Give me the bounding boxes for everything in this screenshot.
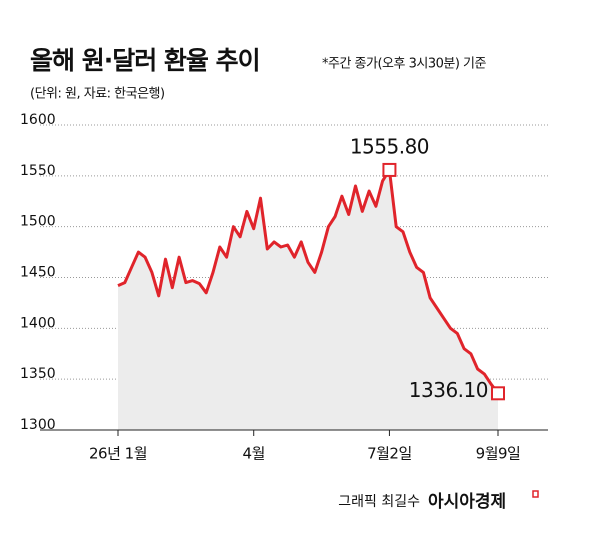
x-tick-label: 7월2일	[367, 445, 412, 463]
y-tick-label: 1500	[20, 214, 56, 230]
x-tick-label: 9월9일	[476, 445, 521, 463]
x-tick-label: 4월	[243, 445, 265, 463]
y-tick-label: 1450	[20, 265, 56, 281]
credit: 그래픽 최길수	[338, 494, 420, 510]
y-tick-label: 1600	[20, 112, 56, 128]
value-label: 1336.10	[409, 378, 488, 402]
point-marker	[382, 162, 397, 177]
title: 올해 원·달러 환율 추이	[30, 46, 260, 75]
y-tick-label: 1350	[20, 366, 56, 382]
x-tick-label: 26년 1월	[89, 445, 147, 463]
line	[117, 168, 500, 395]
y-tick-label: 1550	[20, 163, 56, 179]
brand-mark	[532, 490, 539, 498]
value-label: 1555.80	[350, 134, 429, 158]
y-tick-label: 1400	[20, 315, 56, 331]
subtitle: *주간 종가(오후 3시30분) 기준	[322, 57, 486, 72]
y-tick-label: 1300	[20, 417, 56, 433]
point-marker	[491, 386, 505, 401]
unit-note: (단위: 원, 자료: 한국은행)	[30, 86, 165, 102]
brand: 아시아경제	[428, 492, 506, 512]
